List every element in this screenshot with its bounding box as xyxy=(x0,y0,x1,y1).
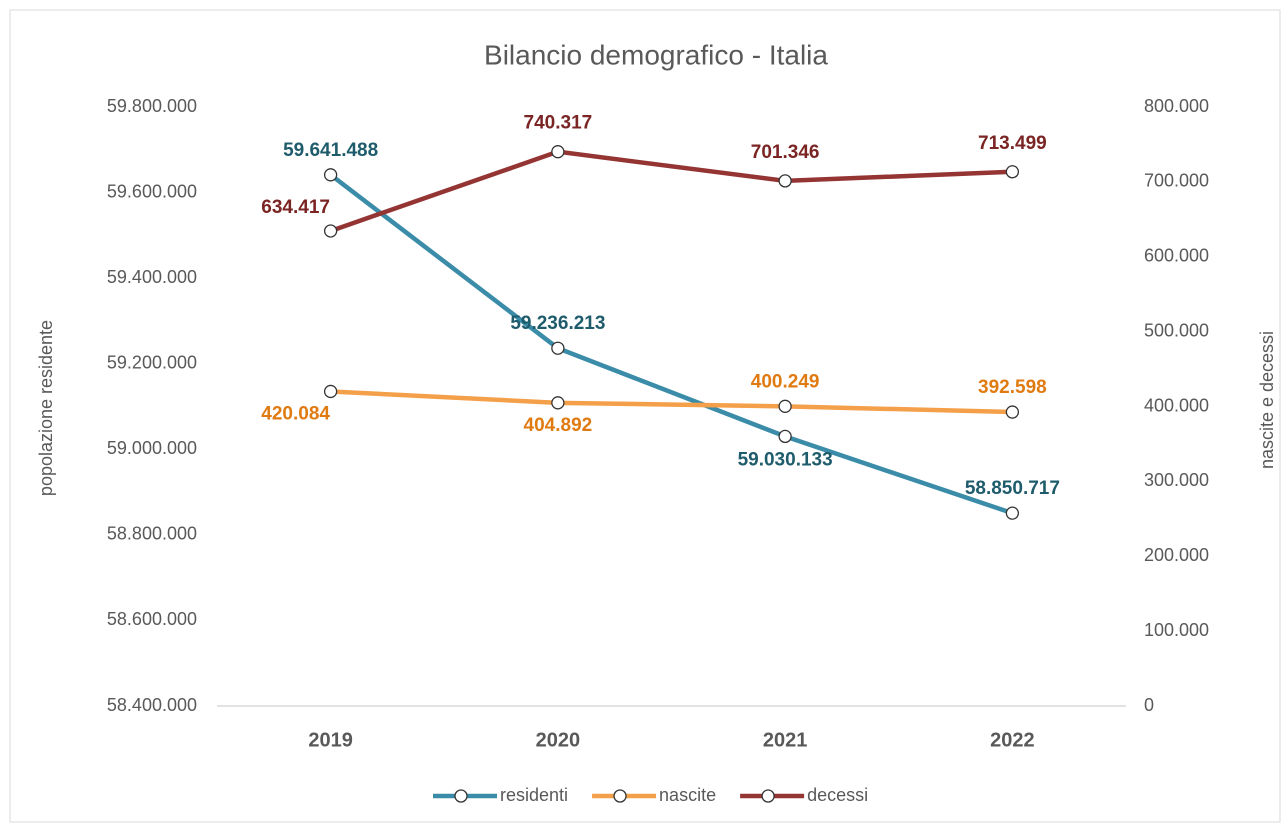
data-point xyxy=(778,399,792,413)
data-point xyxy=(778,429,792,444)
legend-marker xyxy=(761,789,775,803)
y2-tick-label: 0 xyxy=(1144,695,1154,715)
x-tick-label: 2019 xyxy=(308,729,353,751)
y2-tick-label: 100.000 xyxy=(1144,620,1209,640)
legend-label: residenti xyxy=(500,785,568,805)
series-line xyxy=(330,389,1013,415)
data-label: 400.249 xyxy=(751,371,820,392)
y-tick-label: 58.400.000 xyxy=(107,695,197,715)
data-label: 392.598 xyxy=(978,377,1047,398)
x-tick-label: 2021 xyxy=(763,729,808,751)
y2-tick-label: 400.000 xyxy=(1144,395,1209,415)
data-point xyxy=(551,145,565,159)
data-label: 59.641.488 xyxy=(283,140,378,161)
y2-axis-title: nascite e decessi xyxy=(1257,331,1277,469)
data-point xyxy=(323,384,338,399)
y-tick-label: 58.800.000 xyxy=(107,524,197,544)
chart-frame xyxy=(9,9,1281,823)
data-label: 59.236.213 xyxy=(510,313,605,334)
y2-tick-label: 300.000 xyxy=(1144,470,1209,490)
y2-tick-label: 500.000 xyxy=(1144,320,1209,340)
chart-title: Bilancio demografico - Italia xyxy=(484,39,828,70)
legend-label: nascite xyxy=(659,785,716,805)
y2-tick-label: 600.000 xyxy=(1144,246,1209,266)
legend-marker xyxy=(613,789,627,803)
data-point xyxy=(778,174,792,188)
y-tick-label: 58.600.000 xyxy=(107,609,197,629)
data-label: 713.499 xyxy=(978,133,1047,154)
data-point xyxy=(323,168,338,182)
x-tick-label: 2020 xyxy=(536,729,581,751)
data-label: 740.317 xyxy=(524,113,593,134)
x-tick-label: 2022 xyxy=(990,729,1035,751)
data-label: 404.892 xyxy=(524,415,593,436)
data-label: 59.030.133 xyxy=(738,449,833,470)
legend-label: decessi xyxy=(807,785,868,805)
data-point xyxy=(551,341,565,355)
y-tick-label: 59.400.000 xyxy=(107,267,197,287)
series-line xyxy=(329,149,1013,234)
y2-tick-label: 200.000 xyxy=(1144,545,1209,565)
data-label: 420.084 xyxy=(261,403,330,424)
y2-tick-label: 700.000 xyxy=(1144,171,1209,191)
data-point xyxy=(1005,506,1020,520)
y2-tick-label: 800.000 xyxy=(1144,96,1209,116)
y-axis-title: popolazione residente xyxy=(36,320,56,496)
data-label: 634.417 xyxy=(261,197,330,218)
data-point xyxy=(1005,405,1020,419)
data-point xyxy=(1005,165,1020,179)
data-label: 701.346 xyxy=(751,142,820,163)
data-point xyxy=(551,396,565,410)
y-tick-label: 59.200.000 xyxy=(107,352,197,372)
legend-marker xyxy=(454,789,468,803)
y-tick-label: 59.000.000 xyxy=(107,438,197,458)
y-tick-label: 59.600.000 xyxy=(107,181,197,201)
data-point xyxy=(323,224,338,238)
data-label: 58.850.717 xyxy=(965,478,1060,499)
series-line xyxy=(329,173,1014,516)
y-tick-label: 59.800.000 xyxy=(107,96,197,116)
